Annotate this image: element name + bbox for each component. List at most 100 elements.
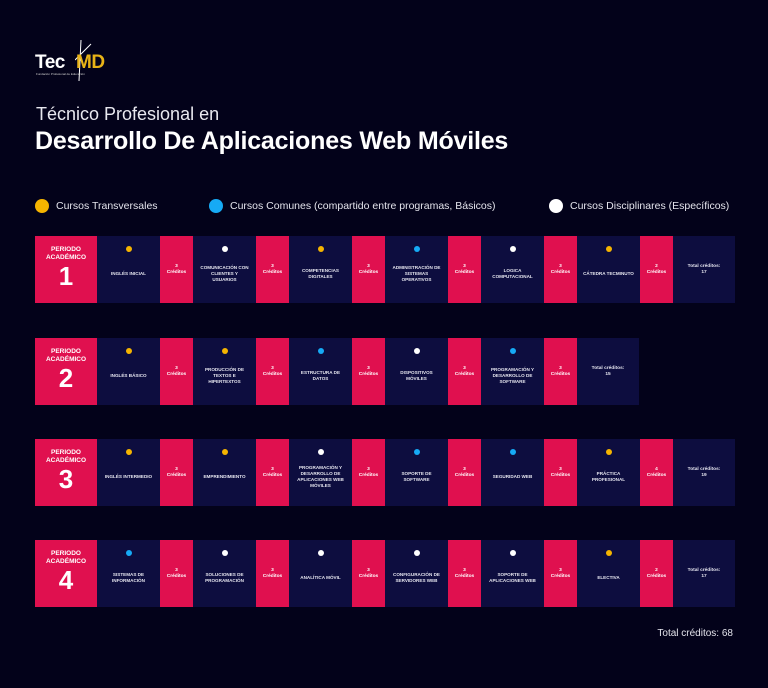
credit-number: 3 xyxy=(271,365,274,371)
period-total-cell: Total créditos: 15 xyxy=(577,338,639,405)
period-label: PERIODO ACADÉMICO xyxy=(45,347,87,363)
credit-number: 3 xyxy=(559,365,562,371)
legend-label: Cursos Comunes (compartido entre program… xyxy=(230,200,496,212)
period-label: PERIODO ACADÉMICO xyxy=(45,448,87,464)
transversal-dot-icon xyxy=(605,550,612,556)
credit-label: Créditos xyxy=(646,472,667,478)
credit-cell: 3 Créditos xyxy=(160,439,193,506)
course-cell: SEGURIDAD WEB xyxy=(481,439,544,506)
course-name: INGLÉS INTERMEDIO xyxy=(104,474,153,479)
credit-cell: 3 Créditos xyxy=(448,540,481,607)
transversal-dot-icon xyxy=(221,348,228,354)
credit-cell: 3 Créditos xyxy=(256,236,289,303)
total-label: Total créditos: xyxy=(687,567,721,573)
total-value: 19 xyxy=(701,472,707,478)
course-name: EMPRENDIMIENTO xyxy=(203,474,246,479)
course-cell: SOLUCIONES DE PROGRAMACIÓN xyxy=(193,540,256,607)
course-name: COMPETENCIAS DIGITALES xyxy=(301,268,339,279)
course-name: COMUNICACIÓN CON CLIENTES Y USUARIOS xyxy=(200,265,249,282)
credit-label: Créditos xyxy=(262,472,283,478)
disciplinar-dot-icon xyxy=(509,550,516,556)
legend-disciplinar: Cursos Disciplinares (Específicos) xyxy=(549,199,729,213)
legend-comun: Cursos Comunes (compartido entre program… xyxy=(209,199,496,213)
comun-dot-icon xyxy=(317,348,324,354)
legend-label: Cursos Disciplinares (Específicos) xyxy=(570,200,730,212)
total-label: Total créditos: xyxy=(687,263,721,269)
period-total-cell: Total créditos: 17 xyxy=(673,236,735,303)
credit-cell: 3 Créditos xyxy=(256,540,289,607)
period-total-cell: Total créditos: 17 xyxy=(673,540,735,607)
disciplinar-dot-icon xyxy=(317,550,324,556)
credit-cell: 3 Créditos xyxy=(448,439,481,506)
transversal-dot-icon xyxy=(605,246,612,252)
credit-cell: 3 Créditos xyxy=(352,540,385,607)
credit-label: Créditos xyxy=(358,573,379,579)
credit-label: Créditos xyxy=(550,472,571,478)
period-row-2: PERIODO ACADÉMICO 2 INGLÉS BÁSICO 3 Créditos… xyxy=(35,338,639,405)
credit-number: 3 xyxy=(559,263,562,269)
period-row-3: PERIODO ACADÉMICO 3 INGLÉS INTERMEDIO 3 Créd… xyxy=(35,439,735,506)
logo-cross-icon xyxy=(75,40,92,82)
transversal-dot-icon xyxy=(221,449,228,455)
course-name: SOPORTE DE APLICACIONES WEB xyxy=(489,572,536,583)
period-label: PERIODO ACADÉMICO xyxy=(45,549,87,565)
credit-label: Créditos xyxy=(550,573,571,579)
period-number: 1 xyxy=(58,260,74,291)
course-name: CÁTEDRA TecMINUTO xyxy=(583,271,634,276)
period-number: 3 xyxy=(58,463,74,494)
credit-number: 3 xyxy=(175,466,178,472)
white-dot-icon xyxy=(549,199,563,213)
credit-label: Créditos xyxy=(454,371,475,377)
transversal-dot-icon xyxy=(125,449,132,455)
credit-label: Créditos xyxy=(358,371,379,377)
disciplinar-dot-icon xyxy=(317,449,324,455)
credit-number: 3 xyxy=(463,365,466,371)
credit-number: 3 xyxy=(367,567,370,573)
credit-cell: 3 Créditos xyxy=(448,236,481,303)
credit-number: 3 xyxy=(175,263,178,269)
course-cell: ELECTIVA xyxy=(577,540,640,607)
comun-dot-icon xyxy=(509,348,516,354)
course-cell: CÁTEDRA TecMINUTO xyxy=(577,236,640,303)
transversal-dot-icon xyxy=(605,449,612,455)
course-cell: PRODUCCIÓN DE TEXTOS E HIPERTEXTOS xyxy=(193,338,256,405)
course-name: LOGICA COMPUTACIONAL xyxy=(492,268,533,279)
credit-cell: 3 Créditos xyxy=(256,439,289,506)
course-name: SEGURIDAD WEB xyxy=(492,474,533,479)
course-cell: INGLÉS INTERMEDIO xyxy=(97,439,160,506)
course-name: PRÁCTICA PROFESIONAL xyxy=(591,471,626,482)
credit-cell: 3 Créditos xyxy=(160,540,193,607)
credit-cell: 3 Créditos xyxy=(544,540,577,607)
credit-number: 3 xyxy=(463,263,466,269)
grand-total: Total créditos: 68 xyxy=(657,628,733,639)
period-row-4: PERIODO ACADÉMICO 4 SISTEMAS DE INFORMACIÓ… xyxy=(35,540,735,607)
course-name: INGLÉS BÁSICO xyxy=(110,373,147,378)
credit-label: Créditos xyxy=(166,371,187,377)
course-name: PRODUCCIÓN DE TEXTOS E HIPERTEXTOS xyxy=(204,367,245,384)
credit-cell: 3 Créditos xyxy=(160,338,193,405)
credit-label: Créditos xyxy=(262,371,283,377)
transversal-dot-icon xyxy=(125,246,132,252)
course-name: INGLÉS INICIAL xyxy=(111,271,146,276)
credit-number: 3 xyxy=(175,365,178,371)
course-name: ADMINISTRACIÓN DE SISTEMAS OPERATIVOS xyxy=(392,265,441,282)
disciplinar-dot-icon xyxy=(413,550,420,556)
course-cell: PROGRAMACIÓN Y DESARROLLO DE SOFTWARE xyxy=(481,338,544,405)
credit-cell: 4 Créditos xyxy=(640,439,673,506)
credit-number: 3 xyxy=(271,567,274,573)
credit-cell: 3 Créditos xyxy=(160,236,193,303)
course-cell: ADMINISTRACIÓN DE SISTEMAS OPERATIVOS xyxy=(385,236,448,303)
course-name: CONFIGURACIÓN DE SERVIDORES WEB xyxy=(393,572,440,583)
credit-label: Créditos xyxy=(262,269,283,275)
course-name: SOPORTE DE SOFTWARE xyxy=(401,471,432,482)
course-name: ESTRUCTURA DE DATOS xyxy=(300,370,341,381)
credit-cell: 3 Créditos xyxy=(448,338,481,405)
course-name: ANALÍTICA MÓVIL xyxy=(300,575,341,580)
page-subtitle: Técnico Profesional en xyxy=(36,104,220,124)
yellow-dot-icon xyxy=(35,199,49,213)
credit-label: Créditos xyxy=(166,472,187,478)
course-name: PROGRAMACIÓN Y DESARROLLO DE APLICACIONE… xyxy=(297,465,344,488)
credit-label: Créditos xyxy=(166,573,187,579)
blue-dot-icon xyxy=(209,199,223,213)
credit-number: 3 xyxy=(271,466,274,472)
